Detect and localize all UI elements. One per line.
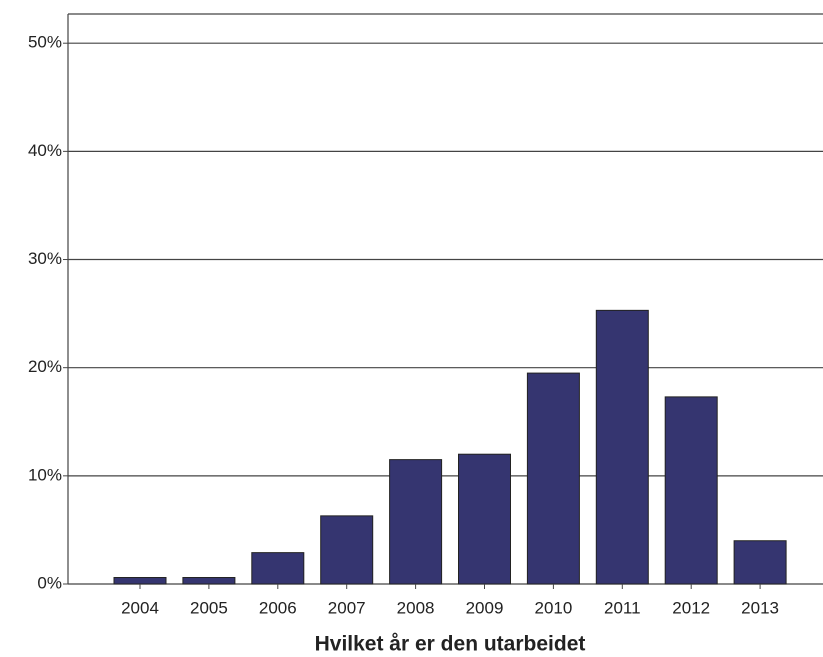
y-tick-label: 20%	[28, 357, 62, 376]
bar	[251, 552, 305, 585]
x-tick-label: 2012	[672, 598, 710, 617]
x-tick-label: 2011	[604, 598, 641, 617]
x-tick-label: 2008	[397, 598, 435, 617]
y-tick-label: 0%	[37, 573, 62, 592]
y-tick-label: 10%	[28, 465, 62, 484]
bar	[664, 396, 718, 585]
x-tick-label: 2013	[741, 598, 779, 617]
x-tick-label: 2004	[121, 598, 159, 617]
bar	[182, 577, 236, 585]
bar	[595, 309, 649, 585]
y-tick-label: 30%	[28, 249, 62, 268]
bar	[389, 459, 443, 585]
bar	[733, 540, 787, 585]
x-tick-label: 2006	[259, 598, 297, 617]
x-tick-label: 2007	[328, 598, 366, 617]
x-tick-label: 2009	[466, 598, 504, 617]
x-tick-label: 2005	[190, 598, 228, 617]
bar	[113, 577, 167, 585]
bar	[458, 453, 511, 585]
bar	[320, 515, 374, 585]
x-tick-label: 2010	[534, 598, 572, 617]
bar	[526, 372, 580, 585]
y-tick-label: 50%	[28, 33, 62, 52]
x-axis-title: Hvilket år er den utarbeidet	[315, 633, 586, 656]
y-tick-label: 40%	[28, 141, 62, 160]
